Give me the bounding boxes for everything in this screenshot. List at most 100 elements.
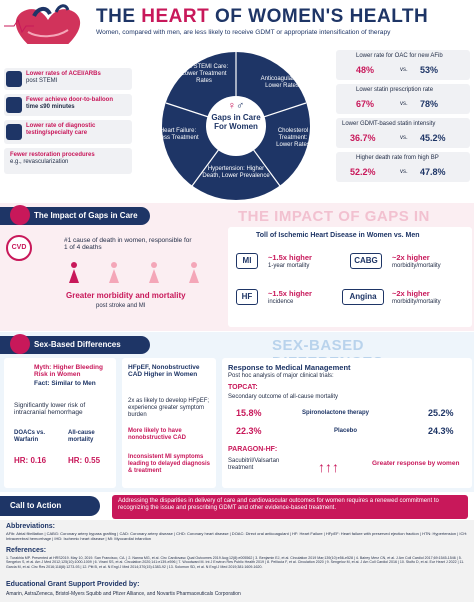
allcause-text: All-cause mortality	[68, 430, 95, 443]
women-value: 52.2%	[350, 167, 376, 177]
toll-value-hf: ~1.5x higher	[268, 289, 312, 298]
impact-section: The Impact of Gaps in Care THE IMPACT OF…	[0, 203, 474, 331]
women-value: 67%	[356, 99, 375, 109]
bleeding-panel: Myth: Higher Bleeding Risk in Women Fact…	[4, 358, 116, 488]
ref-title: References:	[6, 547, 47, 554]
topcat-label: TOPCAT:	[228, 384, 258, 391]
right-item-label: Lower GDMT-based statin intensity	[342, 121, 436, 127]
right-item-1: Lower rate for OAC for new AFib 48% vs. …	[336, 50, 470, 80]
toll-tag-angina: Angina	[342, 289, 384, 305]
hfpef-point-2: More likely to have nonobstructive CAD	[128, 428, 187, 441]
grant-text: Amarin, AstraZeneca, Bristol-Myers Squib…	[6, 591, 241, 597]
hr2-text: HR: 0.55	[68, 456, 101, 465]
cta-text: Addressing the disparities in delivery o…	[112, 495, 468, 519]
wheel-segment-anticoagulation: Anticoagulation: Lower Rates	[260, 76, 304, 89]
toll-tag-cabg: CABG	[350, 253, 382, 269]
wheel-segment-heart-failure: Heart Failure: Less Treatment	[157, 128, 199, 141]
hfpef-point-1: 2x as likely to develop HFpEF; experienc…	[128, 398, 210, 418]
women-value: 48%	[356, 65, 375, 75]
women-value: 36.7%	[350, 133, 376, 143]
toll-title: Toll of Ischemic Heart Disease in Women …	[256, 232, 420, 239]
sex-differences-section: Sex-Based Differences SEX-BASED DIFFEREN…	[0, 332, 474, 492]
stopwatch-icon	[6, 97, 22, 113]
hfpef-title: HFpEF, Nonobstructive CAD Higher in Wome…	[128, 364, 200, 379]
doacs-text: DOACs vs. Warfarin	[14, 430, 46, 443]
right-item-label: Lower rate for OAC for new AFib	[356, 53, 443, 59]
myth-text: Myth: Higher Bleeding Risk in Women	[34, 364, 103, 379]
vs-label: vs.	[400, 67, 408, 73]
up-arrows-icon: ↑↑↑	[318, 459, 339, 475]
hfpef-panel: HFpEF, Nonobstructive CAD Higher in Wome…	[122, 358, 216, 488]
cta-label: Call to Action	[0, 496, 100, 516]
page-subtitle: Women, compared with men, are less likel…	[96, 29, 391, 36]
vs-label: vs.	[400, 169, 408, 175]
toll-value-mi: ~1.5x higher	[268, 253, 312, 262]
women-figures-icon	[64, 261, 214, 283]
topcat-men-spiro: 25.2%	[428, 408, 454, 418]
cvd-tag: CVD	[6, 235, 32, 261]
wheel-center-label: Gaps in Care For Women	[211, 113, 261, 131]
cvd-morbidity-sub: post stroke and MI	[96, 303, 146, 309]
page-title: THE HEART OF WOMEN'S HEALTH	[96, 6, 429, 27]
toll-desc-angina: morbidity/mortality	[392, 299, 441, 305]
left-item-sub: time ≤90 minutes	[26, 103, 75, 110]
left-item-sub: post STEMI	[26, 77, 58, 84]
impact-heading: The Impact of Gaps in Care	[0, 207, 150, 225]
right-item-label: Higher death rate from high BP	[356, 155, 439, 161]
toll-value-angina: ~2x higher	[392, 289, 430, 298]
topcat-women-placebo: 22.3%	[236, 426, 262, 436]
toll-value-cabg: ~2x higher	[392, 253, 430, 262]
response-sub: Post hoc analysis of major clinical tria…	[228, 373, 334, 379]
toll-desc-cabg: morbidity/mortality	[392, 263, 441, 269]
paragon-label: PARAGON-HF:	[228, 446, 278, 453]
greater-response: Greater response by women	[372, 460, 460, 467]
stethoscope-icon	[6, 124, 22, 140]
left-item-main: Fewer achieve door-to-balloon	[26, 97, 114, 103]
placebo-label: Placebo	[334, 428, 358, 434]
men-value: 45.2%	[420, 133, 446, 143]
topcat-sub: Secondary outcome of all-cause mortality	[228, 394, 339, 400]
toll-panel: Toll of Ischemic Heart Disease in Women …	[228, 227, 472, 327]
heart-badge-icon	[10, 205, 30, 225]
footer: Abbreviations: AFib: Atrial fibrillation…	[0, 520, 474, 602]
left-item-sub: e.g., revascularization	[10, 158, 69, 165]
response-title: Response to Medical Management	[228, 363, 351, 372]
vs-label: vs.	[400, 135, 408, 141]
sex-heading: Sex-Based Differences	[0, 336, 150, 354]
response-panel: Response to Medical Management Post hoc …	[222, 358, 472, 488]
left-item-1: Lower rates of ACEI/ARBs post STEMI	[4, 68, 132, 90]
abbr-title: Abbreviations:	[6, 523, 56, 530]
right-item-label: Lower statin prescription rate	[356, 87, 434, 93]
cvd-morbidity: Greater morbidity and mortality	[66, 291, 186, 300]
toll-desc-hf: incidence	[268, 299, 294, 305]
toll-tag-mi: MI	[236, 253, 258, 269]
men-value: 53%	[420, 65, 439, 75]
right-item-2: Lower statin prescription rate 67% vs. 7…	[336, 84, 470, 114]
cvd-text: #1 cause of death in women, responsible …	[64, 237, 192, 252]
left-item-main: Lower rates of ACEI/ARBs	[26, 71, 101, 77]
hr1-text: HR: 0.16	[14, 456, 47, 465]
left-item-main: Lower rate of diagnostic testing/special…	[26, 123, 96, 136]
gaps-wheel: ♀♂ Gaps in Care For Women Post STEMI Car…	[148, 48, 324, 202]
abbr-text: AFib: Atrial fibrillation | CABG: Corona…	[6, 531, 468, 541]
wheel-segment-cholesterol: Cholesterol Treatment: Lower Rates	[276, 128, 310, 148]
toll-desc-mi: 1-year mortality	[268, 263, 310, 269]
sacubitril-label: Sacubitril/Valsartan treatment	[228, 458, 280, 471]
call-to-action-section: Call to Action Addressing the disparitie…	[0, 492, 474, 520]
gender-symbols-icon: ♀♂	[227, 100, 245, 112]
right-item-4: Higher death rate from high BP 52.2% vs.…	[336, 152, 470, 182]
toll-tag-hf: HF	[236, 289, 258, 305]
left-item-4: Fewer restoration procedures e.g., revasc…	[4, 148, 132, 174]
gender-badge-icon	[10, 334, 30, 354]
left-item-2: Fewer achieve door-to-balloon time ≤90 mi…	[4, 94, 132, 116]
right-item-3: Lower GDMT-based statin intensity 36.7% …	[336, 118, 470, 148]
ich-text: Significantly lower risk of intracranial…	[14, 402, 86, 417]
wheel-segment-hypertension: Hypertension: Higher Death, Lower Preval…	[202, 166, 270, 179]
gaps-in-care-section: Lower rates of ACEI/ARBs post STEMI Fewer…	[0, 44, 474, 202]
grant-title: Educational Grant Support Provided by:	[6, 581, 140, 588]
fact-text: Fact: Similar to Men	[34, 380, 96, 387]
vs-label: vs.	[400, 101, 408, 107]
pill-icon	[6, 71, 22, 87]
topcat-men-placebo: 24.3%	[428, 426, 454, 436]
men-value: 78%	[420, 99, 439, 109]
